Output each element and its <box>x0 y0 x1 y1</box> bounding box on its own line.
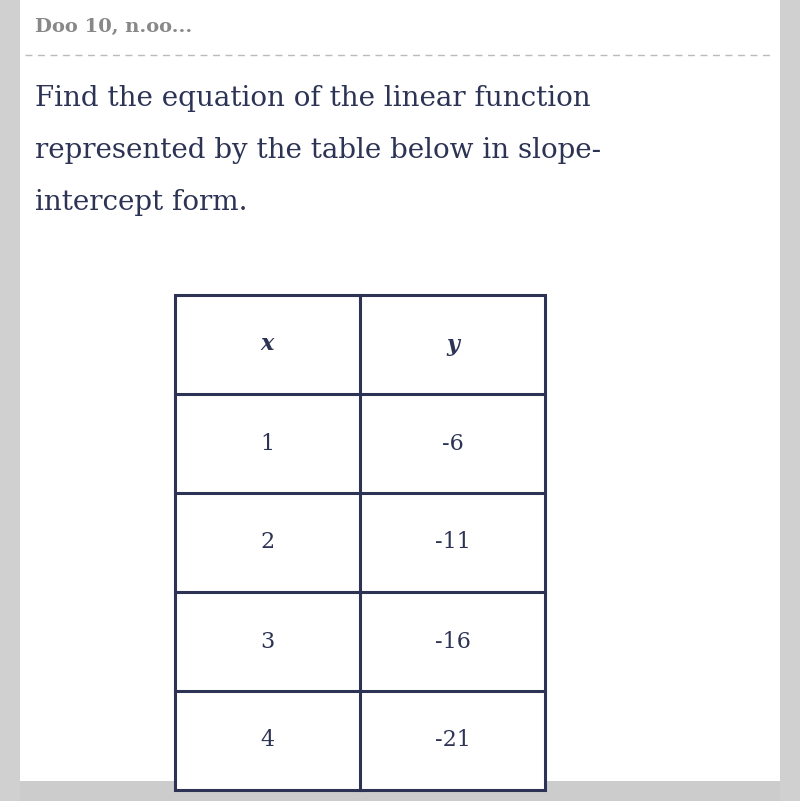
Bar <box>20 781 780 801</box>
Text: Find the equation of the linear function: Find the equation of the linear function <box>35 85 590 112</box>
Text: 1: 1 <box>261 433 274 454</box>
Text: -21: -21 <box>434 730 470 751</box>
Text: Doo 10, n.oo...: Doo 10, n.oo... <box>35 18 192 36</box>
Text: 3: 3 <box>260 630 274 653</box>
Text: x: x <box>261 333 274 356</box>
Text: represented by the table below in slope-: represented by the table below in slope- <box>35 137 601 164</box>
Text: 2: 2 <box>261 532 274 553</box>
Text: -16: -16 <box>434 630 470 653</box>
Text: y: y <box>446 333 459 356</box>
Text: -11: -11 <box>434 532 470 553</box>
Text: 4: 4 <box>261 730 274 751</box>
Bar <box>780 0 800 801</box>
Bar <box>175 295 545 790</box>
Bar <box>0 0 20 801</box>
Text: -6: -6 <box>442 433 463 454</box>
Text: intercept form.: intercept form. <box>35 189 247 216</box>
